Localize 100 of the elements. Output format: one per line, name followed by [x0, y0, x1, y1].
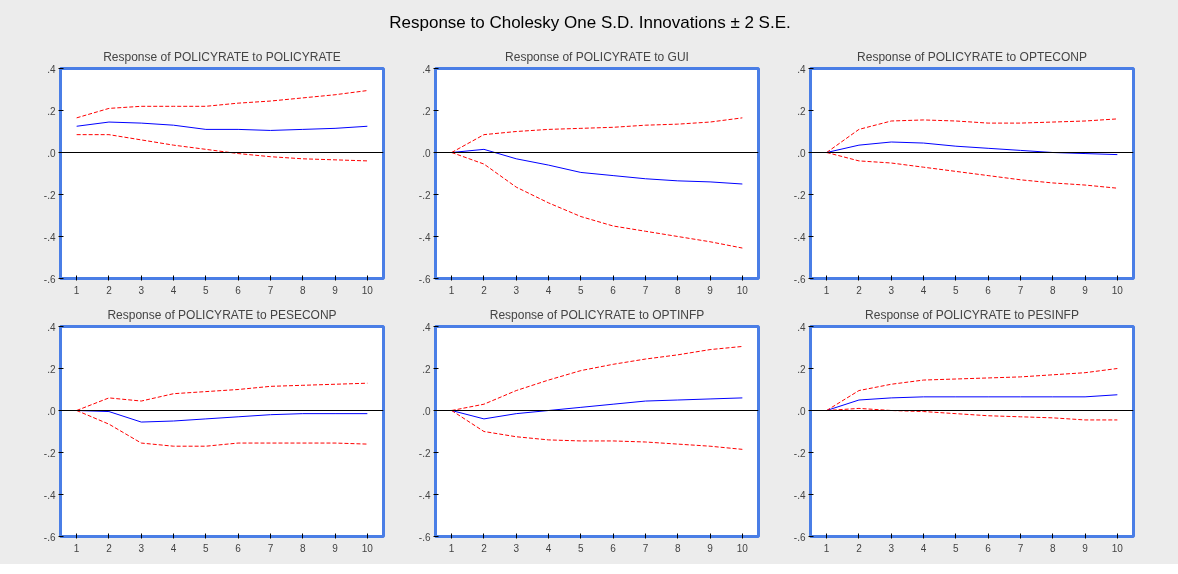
x-tick-label: 2: [856, 542, 863, 554]
x-tick-label: 9: [707, 542, 714, 554]
x-tick-label: 3: [513, 542, 520, 554]
x-tick-label: 6: [985, 542, 992, 554]
y-tick-label: .2: [47, 363, 56, 375]
x-tick-label: 2: [481, 284, 488, 296]
x-tick-label: 6: [610, 542, 617, 554]
y-tick-label: -.6: [43, 273, 56, 285]
x-tick-label: 10: [736, 284, 749, 296]
x-tick-label: 10: [361, 284, 374, 296]
x-tick-label: 8: [674, 284, 681, 296]
y-tick-label: -.4: [793, 231, 806, 243]
x-tick-label: 4: [545, 284, 552, 296]
x-tick-label: 7: [642, 284, 649, 296]
y-tick-label: .0: [47, 147, 56, 159]
y-tick-label: .0: [422, 405, 431, 417]
y-tick-label: .0: [422, 147, 431, 159]
x-tick-label: 4: [545, 542, 552, 554]
y-tick-label: -.2: [418, 189, 431, 201]
y-tick-label: .4: [422, 321, 431, 333]
x-tick-label: 1: [823, 542, 830, 554]
text: Response to Cholesky One S.D. Innovations ± 2 S.E.: [389, 12, 791, 34]
chart-title: Response of POLICYRATE to OPTINFP: [489, 307, 705, 322]
x-tick-label: 1: [73, 284, 80, 296]
y-tick-label: .2: [422, 363, 431, 375]
y-tick-label: .0: [797, 405, 806, 417]
chart-title: Response of POLICYRATE to POLICYRATE: [103, 49, 341, 64]
x-tick-label: 10: [1111, 542, 1124, 554]
x-tick-label: 5: [578, 284, 585, 296]
y-tick-label: .4: [797, 63, 806, 75]
x-tick-label: 9: [1082, 284, 1089, 296]
chart-title: Response of POLICYRATE to PESINFP: [865, 307, 1079, 322]
y-tick-label: -.4: [418, 231, 431, 243]
chart-title: Response of POLICYRATE to GUI: [505, 49, 689, 64]
y-tick-label: .2: [47, 105, 56, 117]
y-tick-label: -.2: [793, 447, 806, 459]
x-tick-label: 9: [707, 284, 714, 296]
x-tick-label: 9: [332, 542, 339, 554]
x-tick-label: 4: [170, 542, 177, 554]
x-tick-label: 3: [888, 284, 895, 296]
y-tick-label: .2: [797, 363, 806, 375]
x-tick-label: 7: [267, 284, 274, 296]
y-tick-label: -.2: [43, 189, 56, 201]
x-tick-label: 6: [985, 284, 992, 296]
y-tick-label: -.6: [418, 531, 431, 543]
x-tick-label: 3: [888, 542, 895, 554]
y-tick-label: .2: [422, 105, 431, 117]
chart-title: Response of POLICYRATE to OPTECONP: [857, 49, 1087, 64]
y-tick-label: .0: [47, 405, 56, 417]
x-tick-label: 8: [1049, 284, 1056, 296]
x-tick-label: 10: [1111, 284, 1124, 296]
y-tick-label: -.4: [43, 489, 56, 501]
x-tick-label: 4: [170, 284, 177, 296]
x-tick-label: 7: [1017, 284, 1024, 296]
x-tick-label: 7: [1017, 542, 1024, 554]
y-tick-label: -.6: [793, 531, 806, 543]
x-tick-label: 2: [106, 542, 113, 554]
x-tick-label: 4: [920, 542, 927, 554]
y-tick-label: -.6: [793, 273, 806, 285]
x-tick-label: 8: [1049, 542, 1056, 554]
y-tick-label: -.2: [43, 447, 56, 459]
x-tick-label: 5: [953, 284, 960, 296]
y-tick-label: .4: [47, 321, 56, 333]
x-tick-label: 5: [203, 542, 210, 554]
x-tick-label: 1: [448, 542, 455, 554]
x-tick-label: 10: [361, 542, 374, 554]
x-tick-label: 5: [578, 542, 585, 554]
y-tick-label: .2: [797, 105, 806, 117]
x-tick-label: 7: [267, 542, 274, 554]
y-tick-label: -.4: [793, 489, 806, 501]
y-tick-label: -.6: [43, 531, 56, 543]
x-tick-label: 1: [73, 542, 80, 554]
x-tick-label: 3: [138, 542, 145, 554]
y-tick-label: -.4: [418, 489, 431, 501]
x-tick-label: 8: [674, 542, 681, 554]
x-tick-label: 7: [642, 542, 649, 554]
y-tick-label: .4: [47, 63, 56, 75]
x-tick-label: 1: [448, 284, 455, 296]
x-tick-label: 8: [299, 284, 306, 296]
x-tick-label: 6: [235, 284, 242, 296]
x-tick-label: 8: [299, 542, 306, 554]
x-tick-label: 2: [481, 542, 488, 554]
y-tick-label: -.2: [418, 447, 431, 459]
y-tick-label: -.6: [418, 273, 431, 285]
x-tick-label: 5: [953, 542, 960, 554]
y-tick-label: .0: [797, 147, 806, 159]
y-tick-label: .4: [422, 63, 431, 75]
x-tick-label: 6: [235, 542, 242, 554]
y-tick-label: .4: [797, 321, 806, 333]
chart-title: Response of POLICYRATE to PESECONP: [107, 307, 337, 322]
x-tick-label: 9: [332, 284, 339, 296]
x-tick-label: 3: [138, 284, 145, 296]
x-tick-label: 5: [203, 284, 210, 296]
x-tick-label: 3: [513, 284, 520, 296]
x-tick-label: 6: [610, 284, 617, 296]
x-tick-label: 4: [920, 284, 927, 296]
x-tick-label: 9: [1082, 542, 1089, 554]
x-tick-label: 10: [736, 542, 749, 554]
y-tick-label: -.4: [43, 231, 56, 243]
x-tick-label: 1: [823, 284, 830, 296]
